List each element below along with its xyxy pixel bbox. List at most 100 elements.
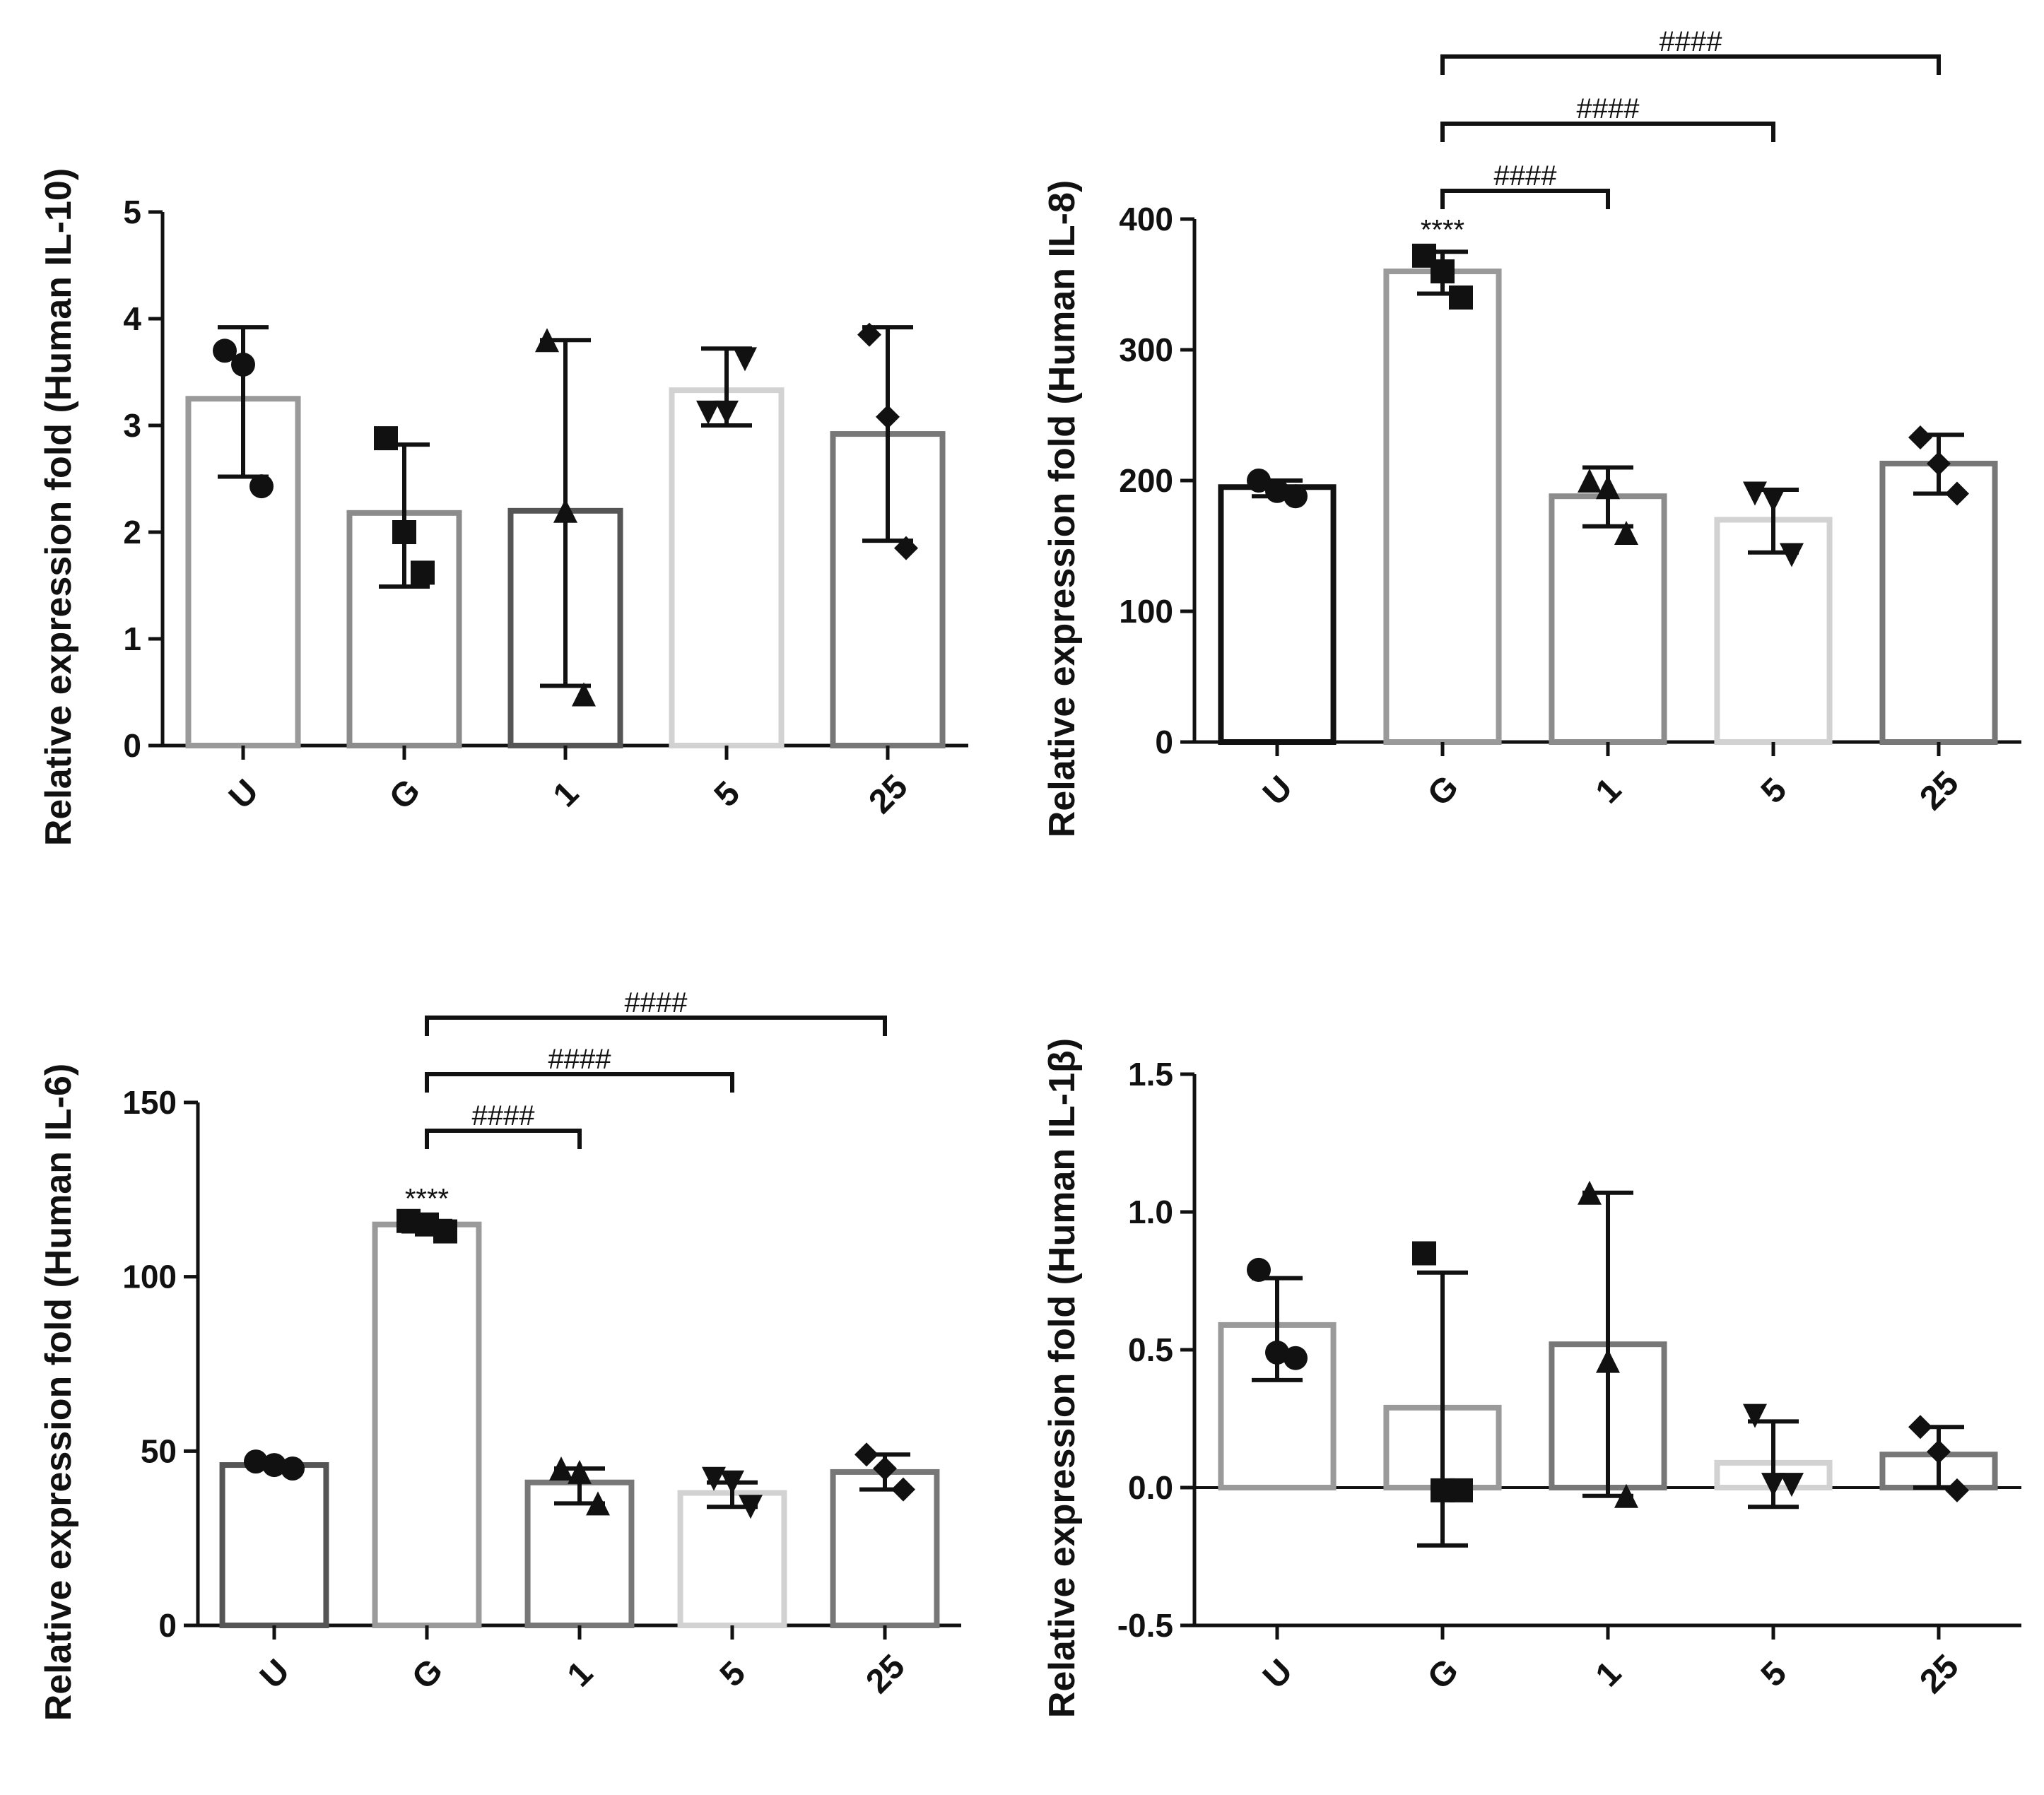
x-tick-label: 25	[859, 1647, 912, 1700]
data-point-U	[1284, 1346, 1308, 1370]
y-tick-label: 1	[123, 620, 141, 657]
chart-panel-il1b: Relative expression fold (Human IL-1β) -0…	[1032, 912, 2036, 1788]
y-tick-label: 0	[123, 727, 141, 764]
significance-bracket	[425, 1016, 887, 1036]
data-point-U	[1247, 1257, 1271, 1282]
y-tick-label: 150	[122, 1084, 177, 1121]
y-axis-label: Relative expression fold (Human IL-10)	[38, 168, 79, 846]
data-point-1	[572, 682, 596, 707]
x-tick-label: U	[1256, 1652, 1300, 1696]
chart-il8-svg: Relative expression fold (Human IL-8) 0 10…	[1042, 26, 2021, 837]
x-tick-label: 25	[862, 767, 915, 820]
bar-5	[1714, 517, 1833, 745]
y-tick-label: 0.0	[1128, 1469, 1173, 1506]
data-point-25	[854, 1442, 879, 1467]
data-point-25	[857, 322, 881, 347]
data-point-1	[1614, 1483, 1638, 1508]
significance-bracket	[1440, 189, 1610, 209]
bar-25	[830, 1469, 940, 1629]
data-point-25	[1945, 1478, 1969, 1502]
data-point-1	[1614, 521, 1638, 545]
x-tick-label: G	[405, 1652, 450, 1697]
y-tick-label: 400	[1119, 201, 1173, 237]
significance-label: ####	[548, 1044, 612, 1075]
x-tick-label: 1	[1589, 771, 1628, 811]
bar-G	[1383, 269, 1502, 745]
x-tick-label: G	[1421, 1652, 1466, 1697]
bar-G	[372, 1221, 482, 1628]
data-point-U	[1247, 469, 1271, 493]
y-tick-label: 5	[123, 194, 141, 230]
data-point-5	[715, 400, 739, 425]
data-point-U	[262, 1453, 286, 1478]
data-point-G	[411, 560, 435, 585]
data-point-G	[433, 1219, 457, 1244]
data-point-5	[733, 347, 757, 372]
data-point-25	[1927, 451, 1951, 476]
data-point-1	[1578, 469, 1602, 493]
data-point-5	[702, 1466, 726, 1491]
data-point-U	[1284, 484, 1308, 509]
data-point-25	[1908, 425, 1932, 449]
y-tick-label: 50	[141, 1432, 177, 1469]
chart-panel-il10: Relative expression fold (Human IL-10) 0 1…	[28, 28, 989, 876]
y-tick-label: 0	[1155, 724, 1173, 760]
data-point-5	[1780, 1473, 1804, 1497]
y-tick-label: 2	[123, 514, 141, 551]
data-point-5	[1780, 543, 1804, 567]
data-point-5	[696, 400, 720, 425]
data-point-U	[244, 1449, 268, 1474]
significance-label: ####	[1577, 93, 1640, 124]
significance-bracket	[425, 1072, 734, 1093]
data-point-U	[213, 339, 237, 363]
x-tick-label: 5	[1754, 771, 1794, 811]
data-point-G	[1431, 259, 1455, 283]
significance-bracket	[1440, 122, 1775, 142]
data-point-1	[535, 328, 559, 353]
chart-il10-svg: Relative expression fold (Human IL-10) 0 1…	[38, 168, 968, 846]
chart-il1b-svg: Relative expression fold (Human IL-1β) -0…	[1042, 1038, 2021, 1718]
significance-bracket	[1440, 54, 1941, 75]
significance-stars: ****	[405, 1184, 449, 1215]
data-point-5	[1743, 481, 1767, 506]
y-tick-label: 1.0	[1128, 1194, 1173, 1230]
data-point-G	[374, 426, 398, 451]
x-tick-label: 5	[1754, 1654, 1794, 1694]
x-tick-label: U	[253, 1652, 297, 1696]
data-point-25	[876, 404, 900, 429]
x-tick-label: 1	[546, 775, 586, 814]
data-point-25	[873, 1456, 897, 1481]
data-point-G	[1449, 286, 1473, 310]
data-point-1	[1578, 1180, 1602, 1205]
y-tick-label: 200	[1119, 462, 1173, 499]
significance-bracket	[425, 1129, 582, 1149]
bar-U	[219, 1462, 329, 1628]
x-tick-label: 5	[707, 775, 747, 814]
bar-25	[1879, 460, 1998, 745]
data-point-25	[1908, 1415, 1932, 1440]
data-point-25	[894, 536, 918, 560]
x-tick-label: G	[1421, 768, 1466, 813]
data-point-1	[1596, 1348, 1620, 1373]
y-tick-label: 300	[1119, 331, 1173, 368]
x-tick-label: 25	[1913, 764, 1966, 817]
significance-label: ####	[1494, 160, 1558, 192]
x-tick-label: G	[382, 772, 428, 817]
data-point-25	[1927, 1440, 1951, 1464]
data-point-G	[392, 520, 416, 544]
data-point-5	[1761, 488, 1785, 512]
data-point-5	[1761, 1473, 1785, 1497]
y-tick-label: 100	[1119, 593, 1173, 630]
x-tick-label: 25	[1913, 1647, 1966, 1700]
data-point-5	[1743, 1403, 1767, 1428]
y-tick-label: 0.5	[1128, 1331, 1173, 1368]
data-point-5	[720, 1470, 744, 1495]
chart-il6-svg: Relative expression fold (Human IL-6) 0 50…	[38, 987, 961, 1721]
data-point-25	[891, 1477, 915, 1502]
data-point-G	[1412, 1241, 1436, 1266]
x-tick-label: U	[1256, 769, 1300, 813]
y-tick-label: 100	[122, 1259, 177, 1295]
chart-panel-il6: Relative expression fold (Human IL-6) 0 50…	[28, 940, 989, 1788]
x-tick-label: 1	[560, 1654, 600, 1694]
y-tick-label: 4	[123, 300, 141, 337]
